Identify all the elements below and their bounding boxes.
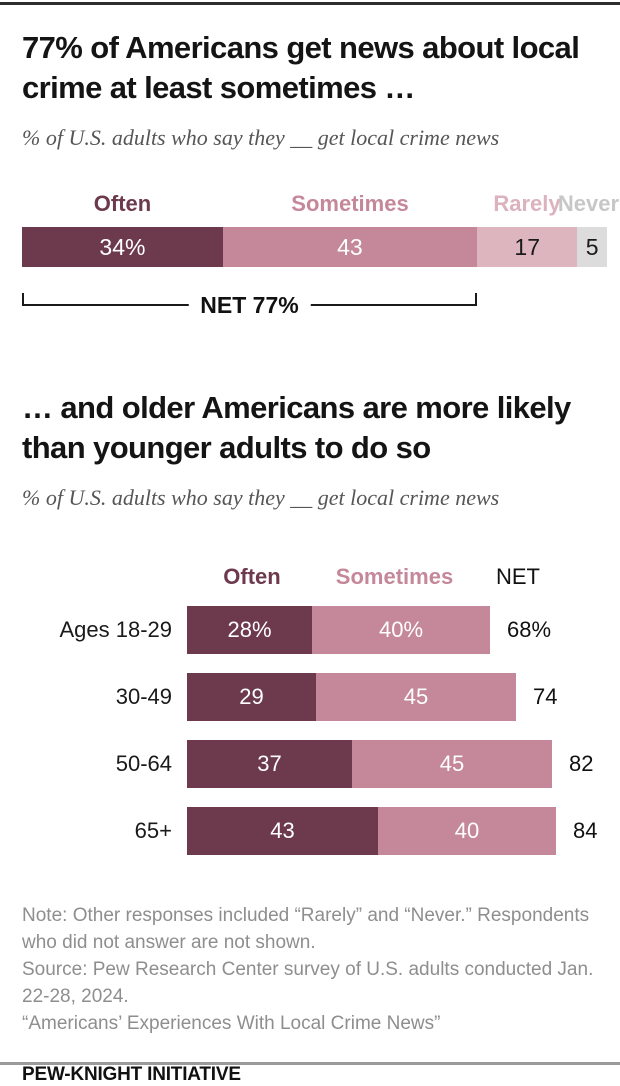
bar-segment-sometimes: 40% <box>312 606 490 654</box>
bar-value-sometimes: 45 <box>439 751 465 776</box>
age-group-bar-chart: Often Sometimes NET Ages 18-29 28% 40% 6… <box>22 564 598 855</box>
bar-segment-often: 28% <box>187 606 312 654</box>
bar-value-never: 5 <box>585 233 599 260</box>
bar-value-often: 29 <box>239 684 264 709</box>
bar-segment-often: 43 <box>187 807 378 855</box>
age-row-bar: 43 40 84 <box>187 807 597 855</box>
bar-segment-sometimes: 45 <box>316 673 516 721</box>
section2-subtitle: % of U.S. adults who say they __ get loc… <box>22 485 500 510</box>
bar-segment-sometimes: 45 <box>352 740 552 788</box>
bar-segment-often: 29 <box>187 673 316 721</box>
bar-value-rarely: 17 <box>514 233 540 260</box>
bar-value-sometimes: 43 <box>337 233 363 260</box>
bar-value-sometimes: 40% <box>378 617 424 642</box>
bar-value-often: 34% <box>99 233 146 260</box>
chart-card: 77% of Americans get news about local cr… <box>0 28 620 1086</box>
net-bracket-row: NET 77% <box>22 291 607 333</box>
bar-value-often: 37 <box>257 751 282 776</box>
net-bracket: NET 77% <box>22 291 477 319</box>
header-net: NET <box>496 564 540 589</box>
bar-segment-often: 37 <box>187 740 352 788</box>
age-row-bar: 37 45 82 <box>187 740 593 788</box>
age-row-bar: 28% 40% 68% <box>187 606 551 654</box>
bar-segment-never: 5 <box>577 227 607 267</box>
top-rule <box>0 2 620 5</box>
age-row-label: Ages 18-29 <box>59 617 172 642</box>
footer: Note: Other responses included “Rarely” … <box>22 902 598 1086</box>
legend-sometimes: Sometimes <box>291 191 409 216</box>
age-row-label: 30-49 <box>115 684 172 709</box>
legend-often: Often <box>93 191 152 216</box>
chart1-stacked-bar: 34% 43 17 5 <box>22 227 607 267</box>
chart2-header: Often Sometimes NET <box>22 564 598 591</box>
bar-segment-often: 34% <box>22 227 223 267</box>
chart1-legend: Often Sometimes Rarely Never <box>22 191 619 217</box>
net-label: NET 77% <box>188 291 311 319</box>
bar-value-sometimes: 45 <box>403 684 429 709</box>
header-often: Often <box>223 564 281 589</box>
net-value: 82 <box>569 751 594 776</box>
source-text: Source: Pew Research Center survey of U.… <box>22 959 594 1007</box>
note-text: Note: Other responses included “Rarely” … <box>22 905 590 953</box>
age-row-label: 50-64 <box>115 751 172 776</box>
legend-rarely: Rarely <box>493 191 561 216</box>
bar-value-often: 43 <box>270 818 295 843</box>
report-title-text: “Americans’ Experiences With Local Crime… <box>22 1013 441 1034</box>
brand-label: PEW-KNIGHT INITIATIVE <box>22 1064 241 1085</box>
net-value: 84 <box>573 818 598 843</box>
net-value: 74 <box>533 684 558 709</box>
legend-never: Never <box>557 191 619 216</box>
age-row-30-49: 30-49 29 45 74 <box>22 673 598 721</box>
age-row-18-29: Ages 18-29 28% 40% 68% <box>22 606 598 654</box>
age-row-bar: 29 45 74 <box>187 673 557 721</box>
bar-segment-rarely: 17 <box>476 227 578 267</box>
section1-title: 77% of Americans get news about local cr… <box>22 30 580 105</box>
chart2-rows: Ages 18-29 28% 40% 68% 30-49 29 <box>22 606 598 855</box>
bar-value-sometimes: 40 <box>454 818 480 843</box>
bar-segment-sometimes: 40 <box>378 807 556 855</box>
age-row-50-64: 50-64 37 45 82 <box>22 740 598 788</box>
overall-stacked-bar-chart: Often Sometimes Rarely Never 34% 43 17 5… <box>22 191 619 333</box>
bar-value-often: 28% <box>227 617 272 642</box>
net-value: 68% <box>507 617 552 642</box>
age-row-65-plus: 65+ 43 40 84 <box>22 807 598 855</box>
age-row-label: 65+ <box>134 818 172 843</box>
section2-title: … and older Americans are more likely th… <box>22 390 571 465</box>
bar-segment-sometimes: 43 <box>222 227 477 267</box>
header-sometimes: Sometimes <box>335 564 454 589</box>
section1-subtitle: % of U.S. adults who say they __ get loc… <box>22 125 500 150</box>
